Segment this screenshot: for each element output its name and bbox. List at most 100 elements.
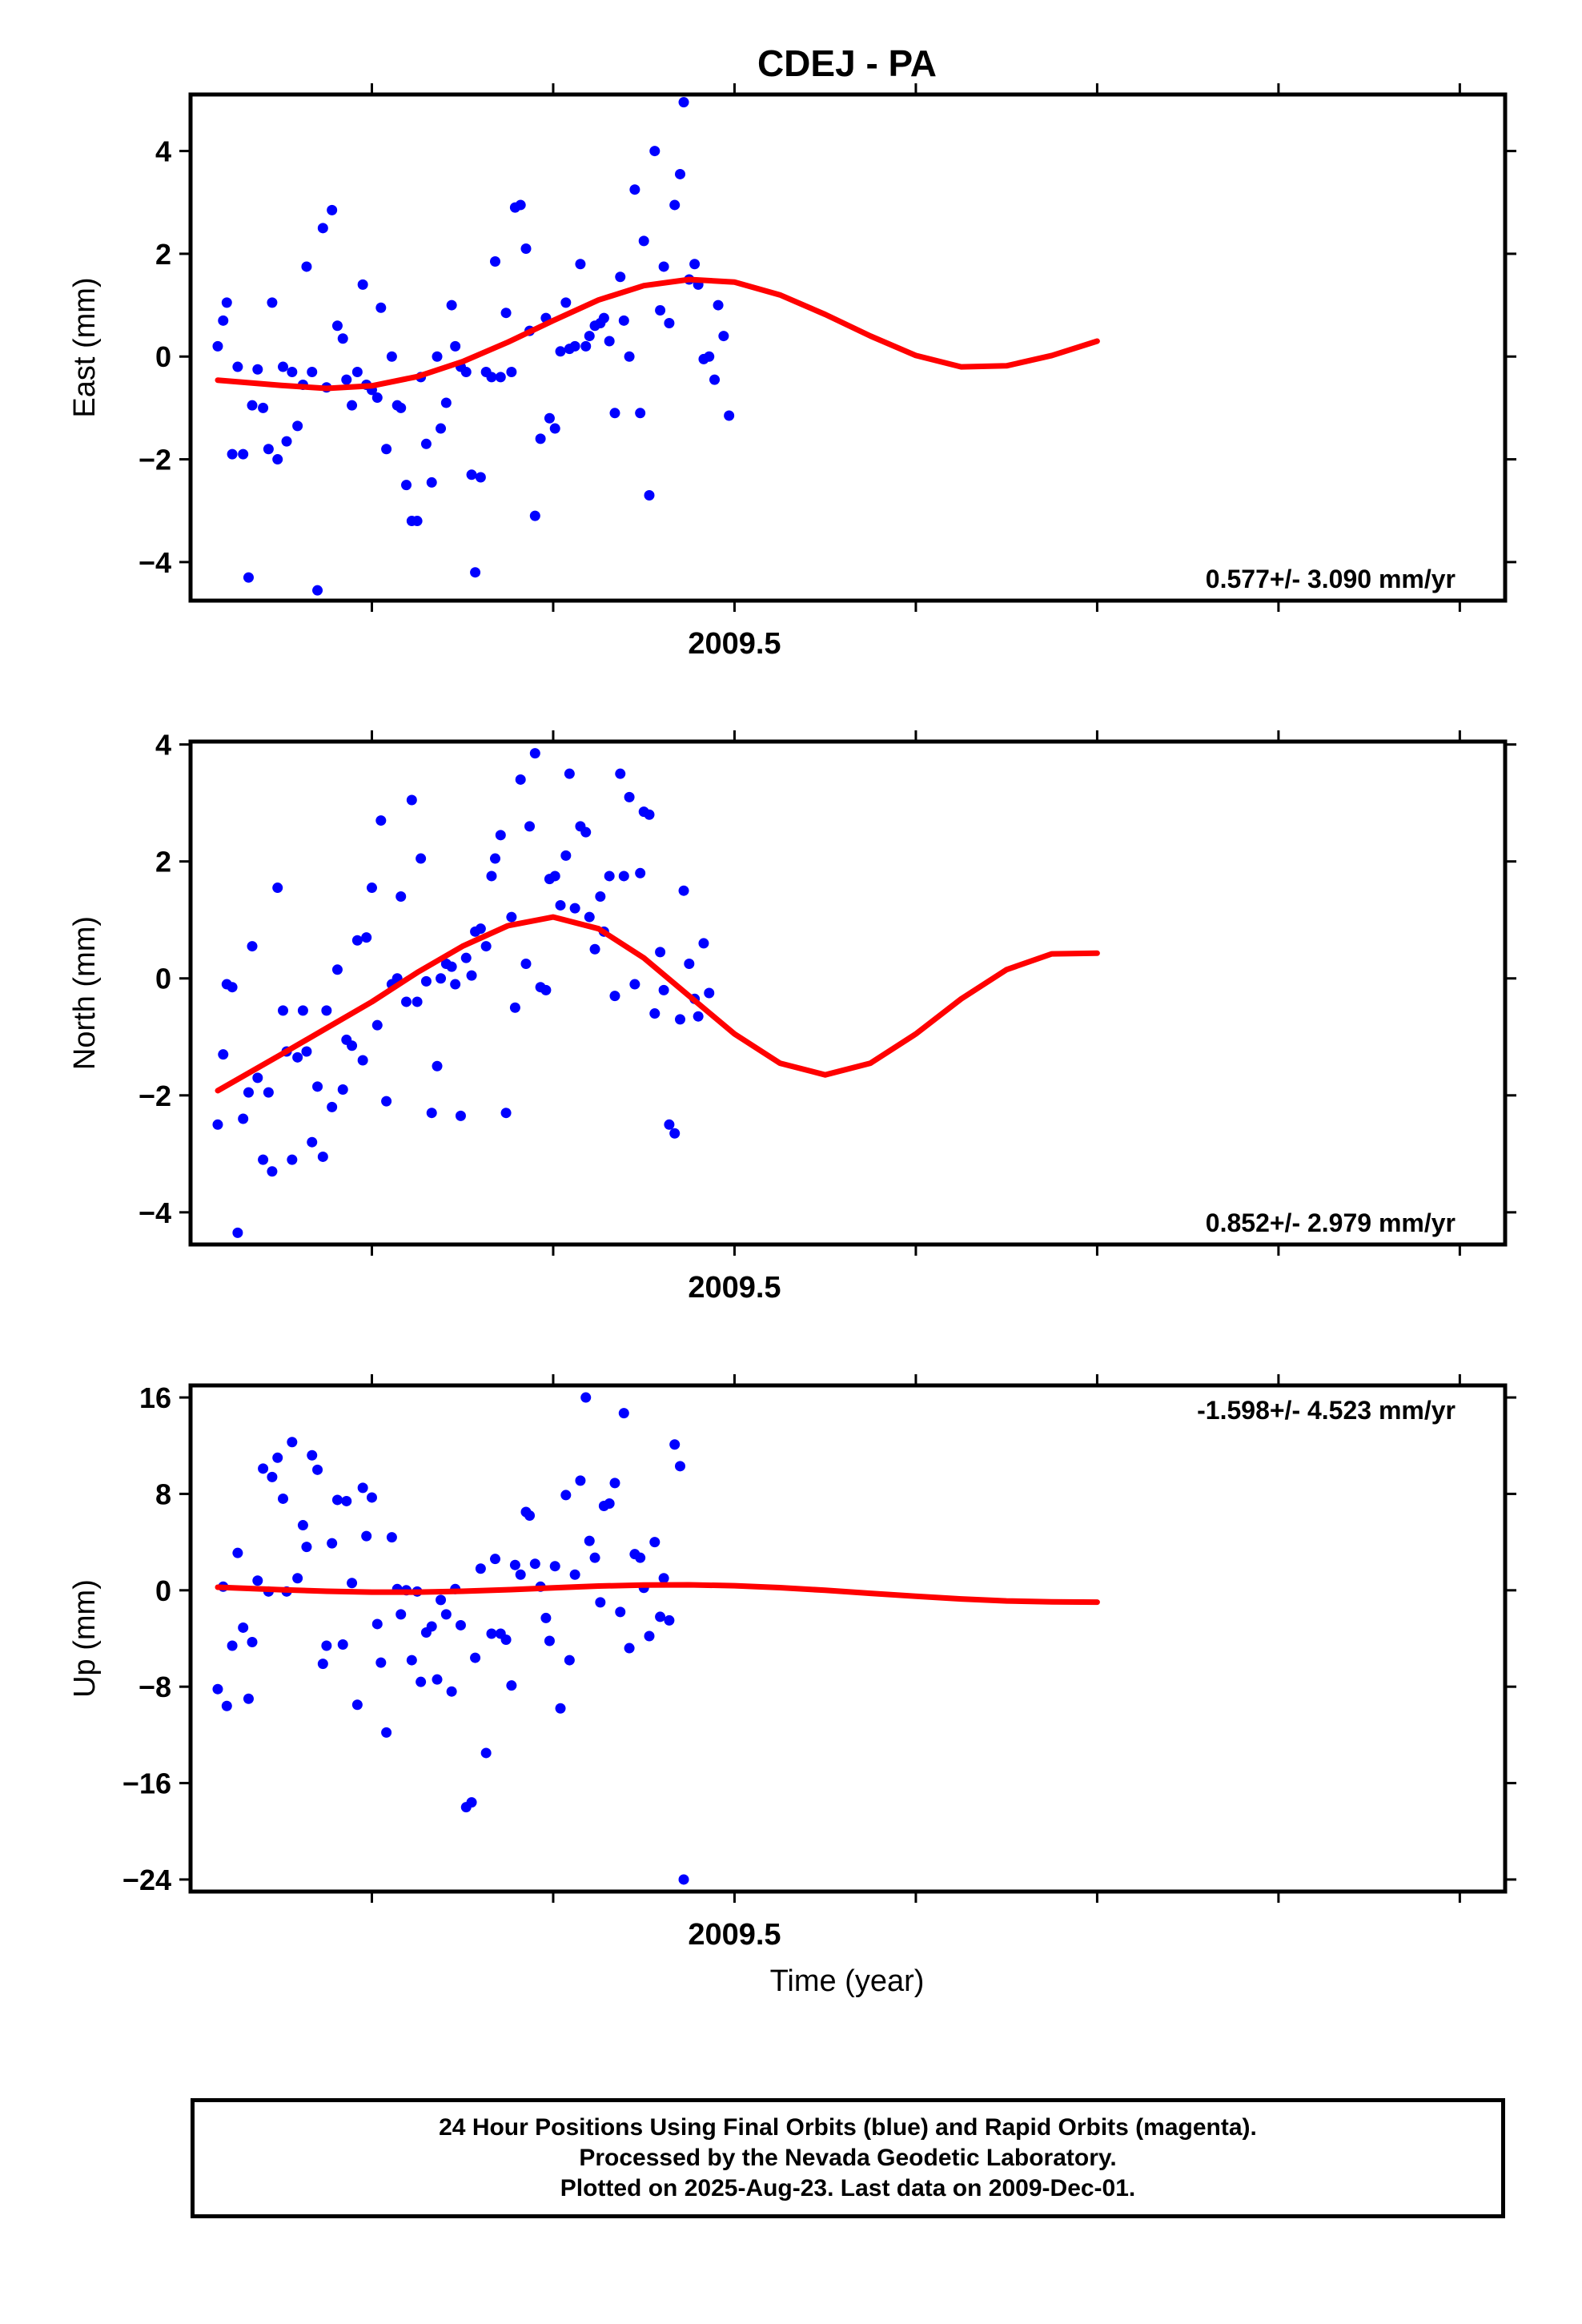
data-point bbox=[540, 1612, 552, 1623]
data-point bbox=[252, 1575, 263, 1586]
data-point bbox=[243, 1087, 254, 1098]
data-point bbox=[420, 438, 432, 449]
y-tick-label: 0 bbox=[155, 340, 171, 373]
caption-line-1: 24 Hour Positions Using Final Orbits (bl… bbox=[439, 2114, 1257, 2141]
y-tick-label: −16 bbox=[122, 1767, 171, 1800]
data-point bbox=[321, 1005, 332, 1016]
data-point bbox=[371, 1618, 383, 1630]
data-point bbox=[480, 1747, 492, 1759]
y-tick-label: 8 bbox=[155, 1478, 171, 1510]
data-point bbox=[555, 899, 566, 911]
data-point bbox=[347, 1040, 358, 1051]
data-point bbox=[489, 256, 500, 267]
data-point bbox=[420, 975, 432, 987]
data-point bbox=[595, 1597, 606, 1608]
data-point bbox=[520, 958, 532, 969]
data-point bbox=[331, 320, 343, 332]
data-point bbox=[381, 1096, 392, 1107]
data-point bbox=[436, 1594, 447, 1606]
y-axis-label: East (mm) bbox=[68, 277, 102, 417]
data-point bbox=[426, 476, 437, 488]
data-point bbox=[307, 1449, 318, 1461]
data-point bbox=[212, 1119, 223, 1130]
data-point bbox=[351, 1699, 363, 1711]
data-point bbox=[649, 1537, 661, 1548]
y-tick-label: 16 bbox=[139, 1381, 171, 1414]
y-tick-label: −8 bbox=[139, 1671, 171, 1703]
data-point bbox=[232, 361, 243, 372]
rate-annotation: -1.598+/- 4.523 mm/yr bbox=[1197, 1396, 1456, 1425]
data-point bbox=[689, 259, 701, 270]
data-point bbox=[292, 1051, 303, 1063]
data-point bbox=[432, 1060, 443, 1072]
data-point bbox=[704, 987, 715, 999]
y-tick-label: 2 bbox=[155, 238, 171, 271]
data-point bbox=[569, 1569, 580, 1580]
data-point bbox=[649, 146, 661, 157]
data-point bbox=[615, 768, 626, 779]
y-tick-label: 0 bbox=[155, 963, 171, 995]
data-point bbox=[515, 199, 526, 211]
data-point bbox=[609, 991, 620, 1002]
data-point bbox=[635, 867, 646, 879]
data-point bbox=[520, 243, 532, 254]
data-point bbox=[470, 567, 481, 578]
data-point bbox=[221, 297, 232, 308]
data-point bbox=[357, 279, 368, 290]
data-point bbox=[480, 941, 492, 952]
data-point bbox=[247, 941, 258, 952]
data-point bbox=[426, 1108, 437, 1119]
data-point bbox=[371, 1019, 383, 1031]
data-point bbox=[489, 853, 500, 864]
data-point bbox=[669, 1439, 681, 1450]
data-point bbox=[375, 815, 387, 826]
x-tick-label: 2009.5 bbox=[688, 1918, 781, 1952]
data-point bbox=[278, 361, 289, 372]
plot-frame bbox=[188, 1383, 1508, 1894]
y-tick-label: 4 bbox=[155, 729, 171, 762]
data-point bbox=[669, 1128, 681, 1139]
y-tick-label: −2 bbox=[139, 1080, 171, 1112]
data-point bbox=[500, 1108, 512, 1119]
data-point bbox=[212, 340, 223, 352]
data-point bbox=[618, 870, 629, 882]
data-point bbox=[412, 516, 423, 527]
data-point bbox=[698, 938, 709, 949]
data-point bbox=[664, 1119, 675, 1130]
data-point bbox=[564, 1655, 575, 1666]
data-point bbox=[327, 1101, 338, 1112]
data-point bbox=[506, 366, 517, 377]
data-point bbox=[718, 331, 729, 342]
data-point bbox=[624, 1642, 635, 1654]
y-tick-label: −24 bbox=[122, 1864, 171, 1896]
y-tick-label: 0 bbox=[155, 1574, 171, 1607]
data-point bbox=[635, 408, 646, 419]
data-point bbox=[466, 469, 477, 480]
data-point bbox=[401, 480, 412, 491]
data-point bbox=[500, 1634, 512, 1646]
data-point bbox=[560, 850, 572, 861]
data-point bbox=[238, 1113, 249, 1124]
data-point bbox=[297, 1005, 308, 1016]
data-point bbox=[396, 402, 407, 413]
data-point bbox=[301, 1542, 312, 1553]
data-point bbox=[669, 199, 681, 211]
data-point bbox=[375, 1657, 387, 1668]
data-point bbox=[278, 1493, 289, 1504]
data-point bbox=[524, 1510, 536, 1522]
data-point bbox=[560, 297, 572, 308]
data-point bbox=[693, 1011, 704, 1022]
rate-annotation: 0.852+/- 2.979 mm/yr bbox=[1206, 1208, 1456, 1237]
data-point bbox=[540, 984, 552, 995]
x-axis-label: Time (year) bbox=[770, 1964, 925, 1998]
data-point bbox=[649, 1008, 661, 1019]
fit-curve bbox=[215, 276, 1100, 392]
data-point bbox=[575, 1475, 586, 1486]
data-point bbox=[675, 1014, 686, 1025]
data-point bbox=[704, 351, 715, 362]
data-point bbox=[307, 1136, 318, 1148]
data-point bbox=[624, 791, 635, 802]
data-point bbox=[252, 1072, 263, 1084]
data-point bbox=[655, 304, 666, 316]
data-point bbox=[580, 340, 592, 352]
